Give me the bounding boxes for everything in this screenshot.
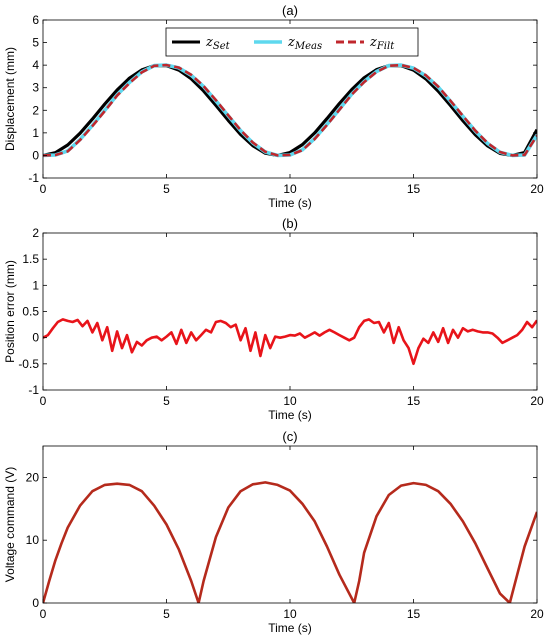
y-tick-label: 3 — [32, 81, 39, 95]
panel-title: (c) — [282, 429, 297, 444]
panel-b: (b) 0 5 10 15 20 -1 -0.5 0 0.5 1 1.5 2 Time (s) Positi… — [3, 216, 544, 422]
series-line-meas — [43, 63, 537, 158]
y-tick-label: 2 — [32, 103, 39, 117]
x-tick-label: 5 — [163, 182, 170, 196]
y-tick-label: 20 — [26, 470, 40, 484]
axes-frame — [42, 232, 538, 391]
series-line-set — [43, 63, 537, 157]
y-tick-label: -0.5 — [18, 357, 39, 371]
x-tick-label: 15 — [407, 182, 421, 196]
y-tick-label: 1 — [32, 278, 39, 292]
panel-title: (a) — [282, 3, 298, 18]
x-tick-label: 0 — [40, 607, 47, 621]
y-tick-label: 10 — [26, 533, 40, 547]
x-axis-label: Time (s) — [268, 196, 312, 210]
y-tick-label: 5 — [32, 36, 39, 50]
y-tick-label: 0 — [32, 596, 39, 610]
y-tick-label: 2 — [32, 226, 39, 240]
x-tick-label: 5 — [163, 607, 170, 621]
x-tick-label: 0 — [40, 182, 47, 196]
panel-c: (c) 0 5 10 15 20 0 10 20 Time (s) Voltage command … — [3, 429, 544, 635]
y-tick-label: -1 — [28, 171, 39, 185]
x-axis-label: Time (s) — [268, 621, 312, 635]
y-tick-label: 0.5 — [22, 305, 39, 319]
x-tick-label: 20 — [530, 607, 544, 621]
y-tick-label: 0 — [32, 148, 39, 162]
x-tick-label: 10 — [283, 394, 297, 408]
y-tick-label: 4 — [32, 58, 39, 72]
panel-title: (b) — [282, 216, 298, 231]
axes-frame — [42, 445, 538, 604]
series-line-position-error — [43, 318, 537, 366]
y-tick-label: -1 — [28, 383, 39, 397]
legend: zSet zMeas zFilt — [165, 27, 419, 57]
x-tick-label: 20 — [530, 182, 544, 196]
series-line-filt — [43, 63, 537, 157]
y-axis-label: Voltage command (V) — [3, 467, 17, 582]
y-tick-label: 1 — [32, 126, 39, 140]
legend-label-filt: zFilt — [369, 35, 395, 52]
y-axis-label: Position error (mm) — [3, 260, 17, 363]
x-tick-label: 20 — [530, 394, 544, 408]
series-line-voltage-command — [43, 481, 537, 603]
x-tick-label: 5 — [163, 394, 170, 408]
y-axis-label: Displacement (mm) — [3, 47, 17, 151]
x-tick-label: 10 — [283, 182, 297, 196]
y-tick-label: 6 — [32, 13, 39, 27]
x-tick-label: 0 — [40, 394, 47, 408]
legend-label-meas: zMeas — [287, 35, 322, 52]
legend-box — [165, 27, 419, 57]
y-tick-label: 1.5 — [22, 252, 39, 266]
x-tick-label: 15 — [407, 607, 421, 621]
legend-label-set: zSet — [205, 35, 231, 52]
y-tick-label: 0 — [32, 331, 39, 345]
x-tick-label: 10 — [283, 607, 297, 621]
x-axis-label: Time (s) — [268, 408, 312, 422]
x-tick-label: 15 — [407, 394, 421, 408]
